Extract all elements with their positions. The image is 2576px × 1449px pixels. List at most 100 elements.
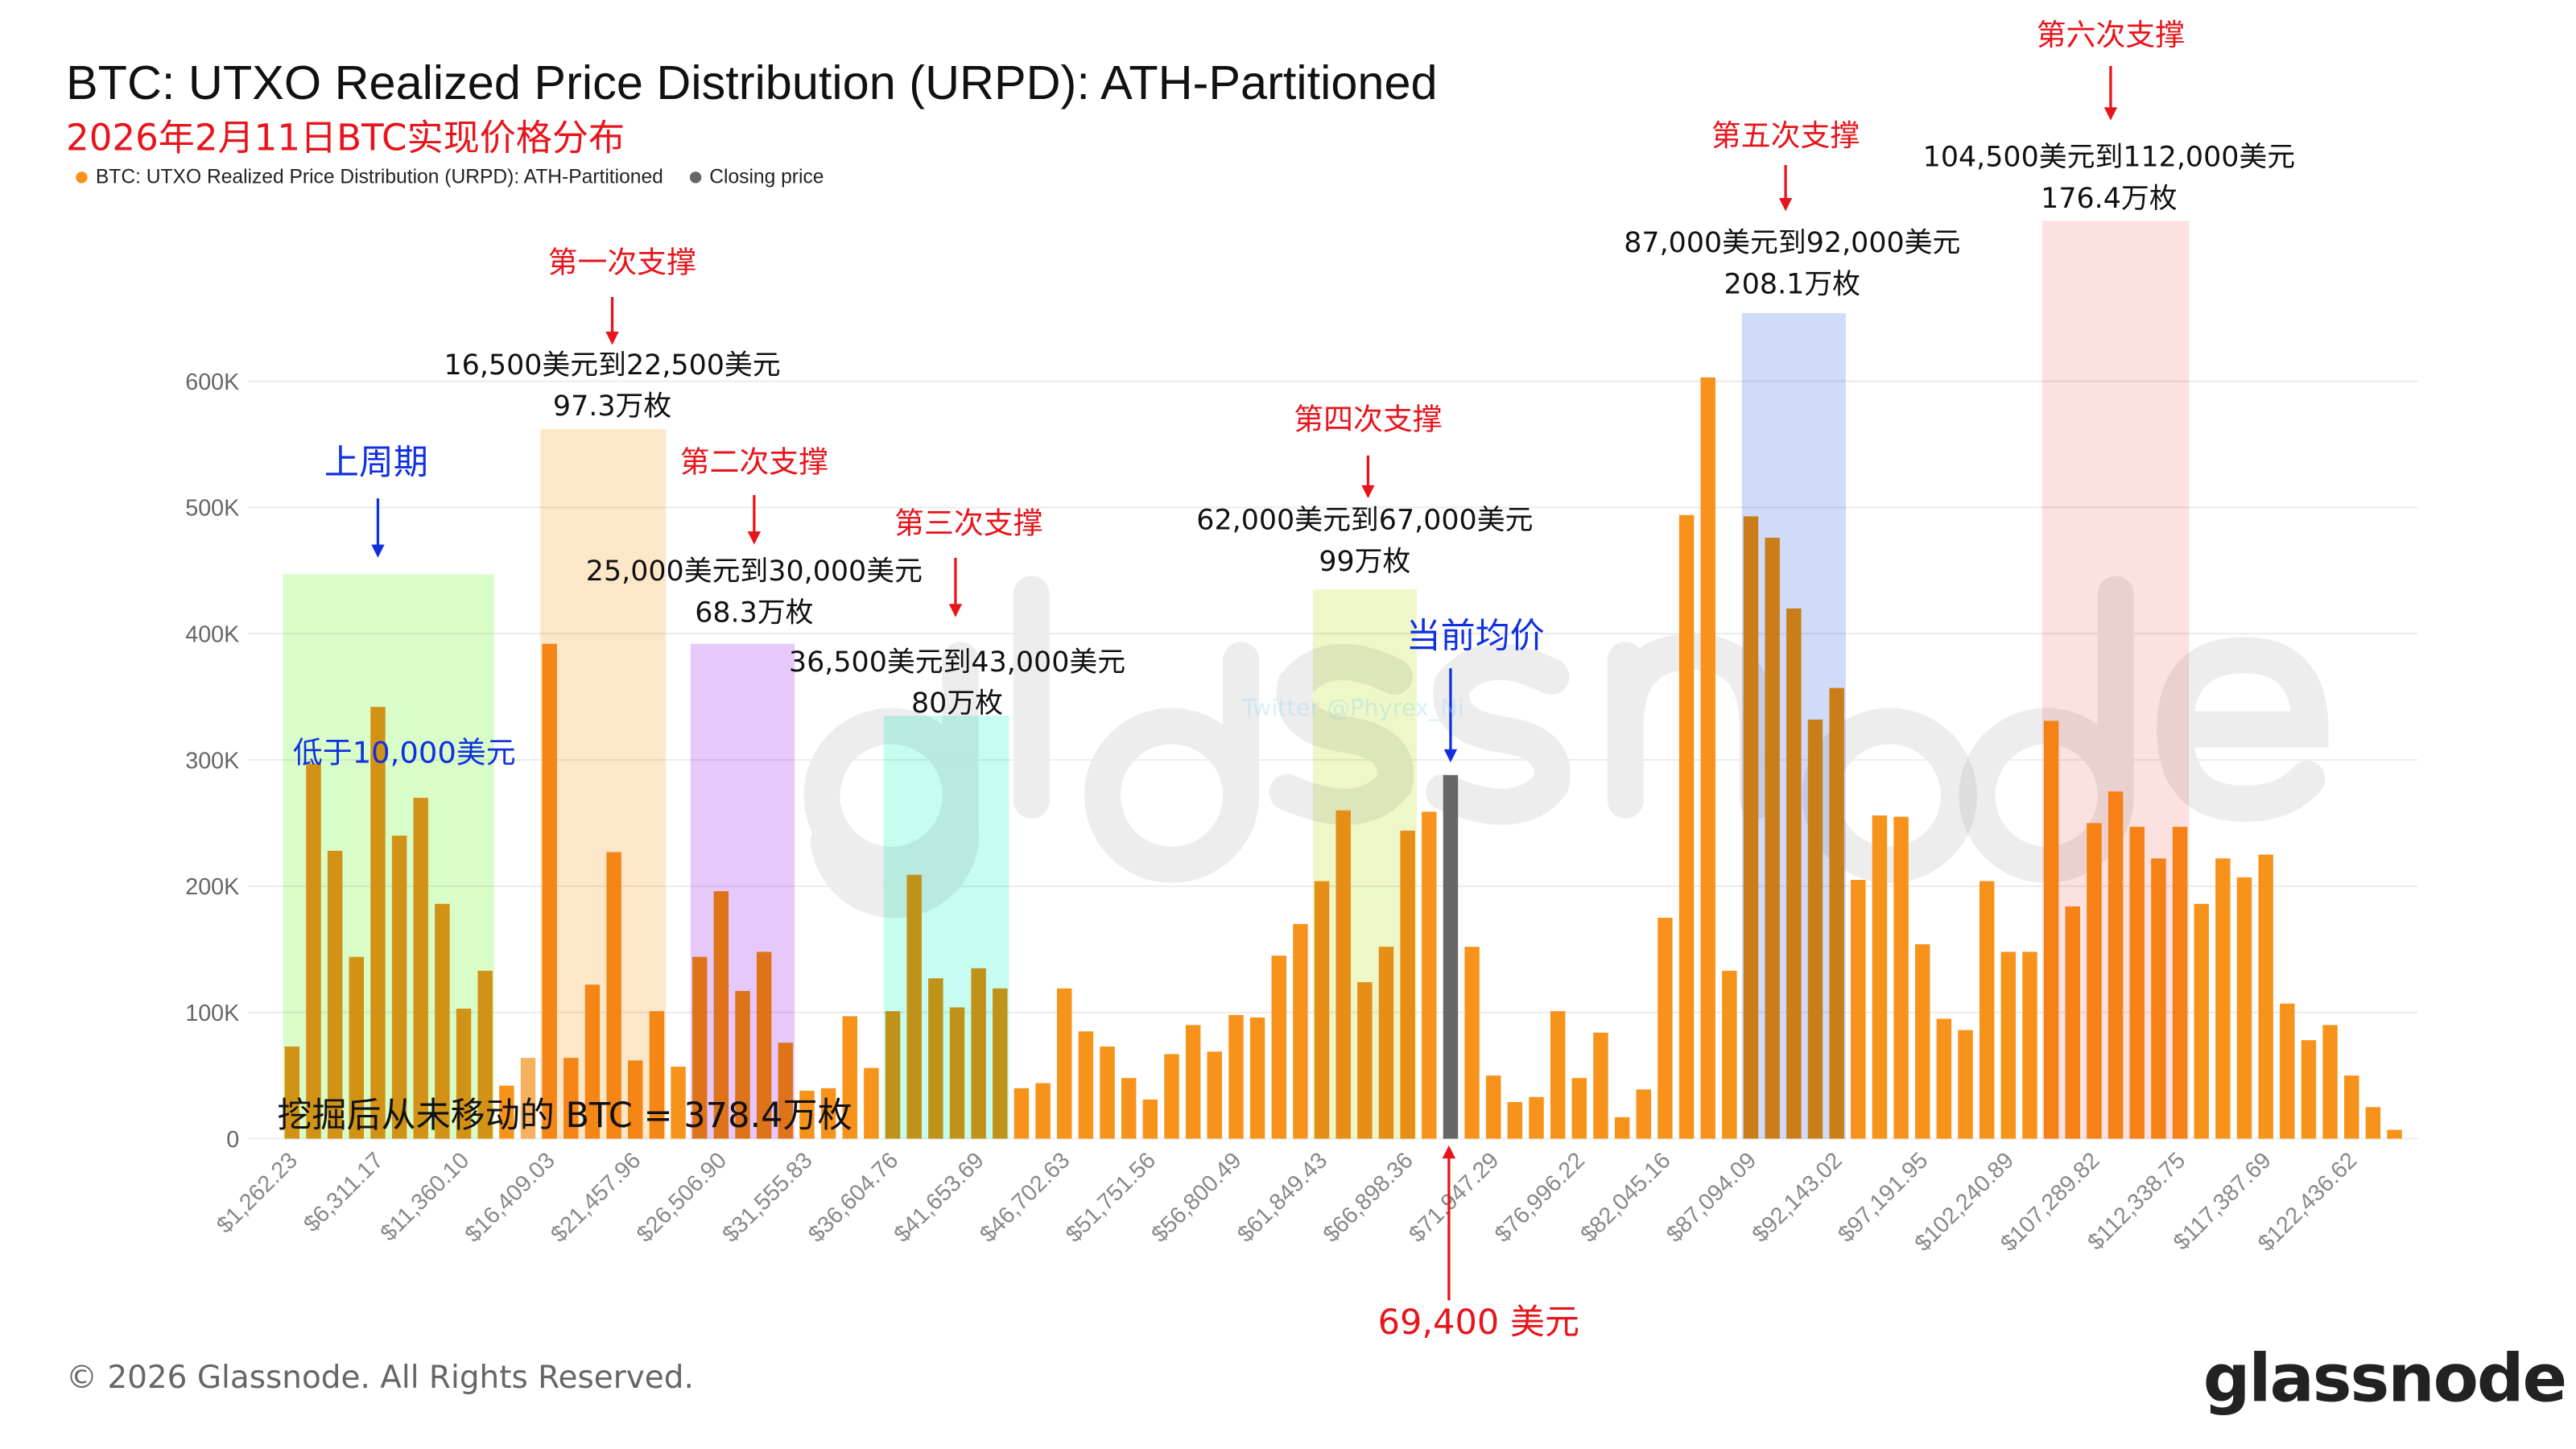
x-tick-label: $1,262.23 xyxy=(212,1148,303,1239)
bar xyxy=(1507,1102,1523,1139)
bar xyxy=(1271,956,1286,1139)
annotation-support-2-range: 25,000美元到30,000美元 xyxy=(585,555,923,589)
x-tick-label: $46,702.63 xyxy=(975,1148,1075,1248)
bar xyxy=(1614,1117,1630,1139)
bar xyxy=(2215,858,2231,1139)
annotation-support-3-amount: 80万枚 xyxy=(910,687,1004,721)
annotation-support-5-amount: 208.1万枚 xyxy=(1724,268,1861,302)
arrow-icon xyxy=(1442,1145,1456,1301)
bar xyxy=(2236,877,2252,1139)
bar xyxy=(842,1016,857,1139)
bar xyxy=(1100,1046,1115,1139)
annotation-current-avg: 当前均价 xyxy=(1406,616,1545,656)
bar xyxy=(2344,1075,2359,1139)
x-tick-label: $6,311.17 xyxy=(299,1148,388,1237)
bar xyxy=(1678,514,1695,1139)
bar xyxy=(1464,947,1480,1139)
x-tick-label: $82,045.16 xyxy=(1575,1148,1675,1248)
annotation-support-1-amount: 97.3万枚 xyxy=(552,390,672,424)
arrow-head xyxy=(1778,198,1793,212)
support-zone xyxy=(1741,312,1846,1139)
y-tick-label: 400K xyxy=(185,621,239,647)
bar xyxy=(671,1067,686,1139)
arrow-icon xyxy=(1778,164,1793,212)
arrow-icon xyxy=(1443,668,1458,763)
support-zone xyxy=(883,716,1009,1139)
arrow-icon xyxy=(371,498,385,558)
arrow-icon xyxy=(747,494,762,545)
annotation-support-1-label: 第一次支撑 xyxy=(547,246,697,281)
legend-label: BTC: UTXO Realized Price Distribution (U… xyxy=(95,165,663,188)
arrow-head xyxy=(1442,1145,1456,1159)
annotation-support-4-amount: 99万枚 xyxy=(1319,546,1411,580)
glassnode-logo[interactable]: glassnode xyxy=(2202,1341,2567,1418)
x-tick-label: $21,457.96 xyxy=(546,1148,646,1248)
bar xyxy=(2322,1025,2338,1139)
bar xyxy=(1979,881,1995,1139)
annotation-support-1-range: 16,500美元到22,500美元 xyxy=(444,349,781,383)
bar xyxy=(1121,1078,1137,1139)
legend-dot-icon xyxy=(689,171,701,184)
x-tick-label: $92,143.02 xyxy=(1748,1148,1847,1248)
bar xyxy=(864,1067,879,1139)
arrow-head xyxy=(371,544,385,558)
bar xyxy=(1035,1083,1051,1139)
legend-item-urpd[interactable]: BTC: UTXO Realized Price Distribution (U… xyxy=(76,165,663,189)
support-zone xyxy=(690,643,795,1139)
bar xyxy=(2280,1003,2295,1139)
legend: BTC: UTXO Realized Price Distribution (U… xyxy=(76,165,824,189)
support-zone xyxy=(2041,221,2190,1139)
copyright: © 2026 Glassnode. All Rights Reserved. xyxy=(66,1360,694,1397)
watermark-glyph xyxy=(2157,637,2329,822)
x-tick-label: $71,947.29 xyxy=(1404,1148,1504,1248)
bar xyxy=(1550,1011,1566,1139)
bar xyxy=(499,1085,514,1139)
bar xyxy=(1700,377,1715,1139)
annotation-support-2-label: 第二次支撑 xyxy=(679,445,829,481)
bar xyxy=(1486,1075,1501,1139)
bar xyxy=(1422,811,1437,1139)
annotation-prev-cycle: 上周期 xyxy=(324,443,428,483)
bar xyxy=(799,1090,815,1139)
bar xyxy=(1529,1096,1544,1139)
x-tick-label: $87,094.09 xyxy=(1662,1148,1761,1248)
bar xyxy=(2000,952,2017,1139)
support-zone xyxy=(1312,589,1417,1139)
bar xyxy=(2387,1129,2402,1139)
x-tick-label: $11,360.10 xyxy=(376,1148,475,1247)
bar xyxy=(2194,903,2209,1139)
arrow-icon xyxy=(948,557,963,617)
bar xyxy=(1851,880,1866,1139)
legend-label: Closing price xyxy=(709,165,824,188)
bar xyxy=(2022,952,2037,1139)
bar xyxy=(1078,1031,1094,1139)
annotation-support-5-range: 87,000美元到92,000美元 xyxy=(1624,227,1961,261)
bar xyxy=(1636,1089,1652,1139)
y-tick-label: 100K xyxy=(185,1001,239,1026)
bar xyxy=(1936,1018,1952,1139)
x-tick-label: $36,604.76 xyxy=(803,1148,903,1248)
watermark-glyph xyxy=(1084,642,1260,883)
legend-item-closing[interactable]: Closing price xyxy=(689,165,824,189)
annotation-support-6-range: 104,500美元到112,000美元 xyxy=(1922,141,2296,175)
bar xyxy=(1142,1099,1158,1139)
arrow-head xyxy=(605,332,619,345)
x-tick-label: $16,409.03 xyxy=(460,1148,560,1248)
annotation-support-5-label: 第五次支撑 xyxy=(1711,119,1860,155)
bar xyxy=(2258,854,2273,1139)
x-tick-label: $26,506.90 xyxy=(632,1148,732,1248)
x-tick-label: $56,800.49 xyxy=(1146,1148,1246,1248)
bar xyxy=(820,1088,836,1139)
y-tick-label: 600K xyxy=(185,369,239,395)
bar xyxy=(1893,816,1909,1139)
arrow-head xyxy=(1443,749,1458,763)
x-tick-label: $61,849.43 xyxy=(1232,1148,1332,1248)
legend-dot-icon xyxy=(76,171,88,184)
bar xyxy=(1657,918,1673,1139)
bar xyxy=(1293,923,1308,1139)
chart-subtitle: 2026年2月11日BTC实现价格分布 xyxy=(66,118,625,160)
closing-price-bar xyxy=(1443,774,1459,1139)
bar xyxy=(2365,1107,2381,1139)
